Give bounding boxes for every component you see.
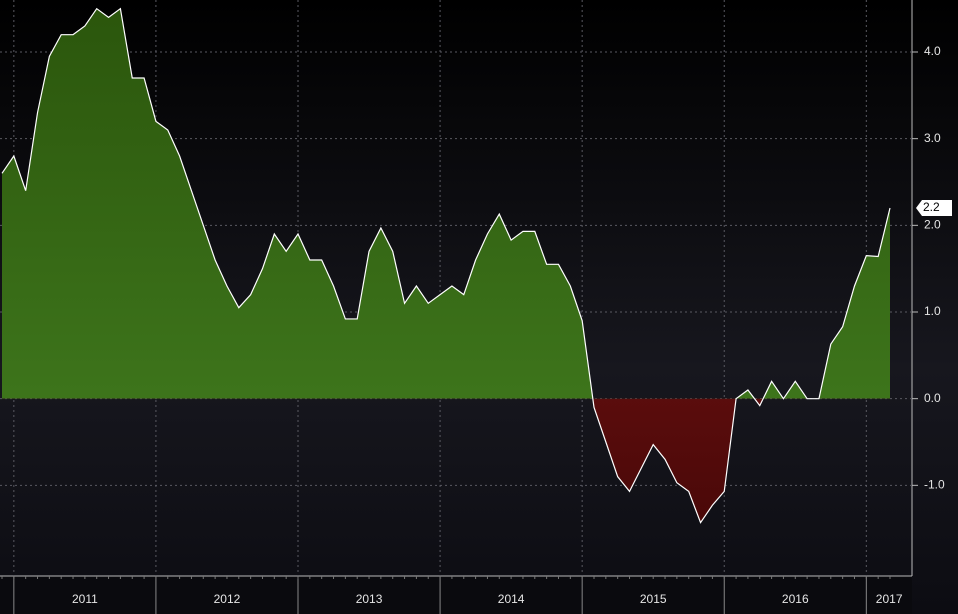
marks	[1, 7, 891, 524]
x-tick-label: 2013	[356, 592, 383, 606]
x-tick-label: 2017	[876, 592, 903, 606]
x-tick-label: 2016	[782, 592, 809, 606]
axes: -1.0 0.0 1.0 2.0 3.0 4.0 2011 2012 2013 2014 2015 2…	[1, 44, 952, 614]
x-axis-band	[0, 576, 912, 614]
y-tick-label: 3.0	[924, 131, 941, 145]
x-tick-label: 2012	[214, 592, 241, 606]
y-tick-label: -1.0	[924, 478, 945, 492]
x-tick-label: 2015	[640, 592, 667, 606]
y-tick-label: 0.0	[924, 391, 941, 405]
x-tick-label: 2011	[72, 592, 98, 606]
line	[1, 7, 891, 524]
last-value-label: 2.2	[923, 200, 940, 214]
area-negative	[2, 398, 890, 523]
y-tick-label: 4.0	[924, 44, 941, 58]
last-value-box	[916, 200, 952, 216]
y-tick-label: 1.0	[924, 304, 941, 318]
x-tick-label: 2014	[498, 592, 525, 606]
y-tick-label: 2.0	[924, 218, 941, 232]
grid	[0, 0, 912, 576]
area-positive	[2, 8, 890, 399]
